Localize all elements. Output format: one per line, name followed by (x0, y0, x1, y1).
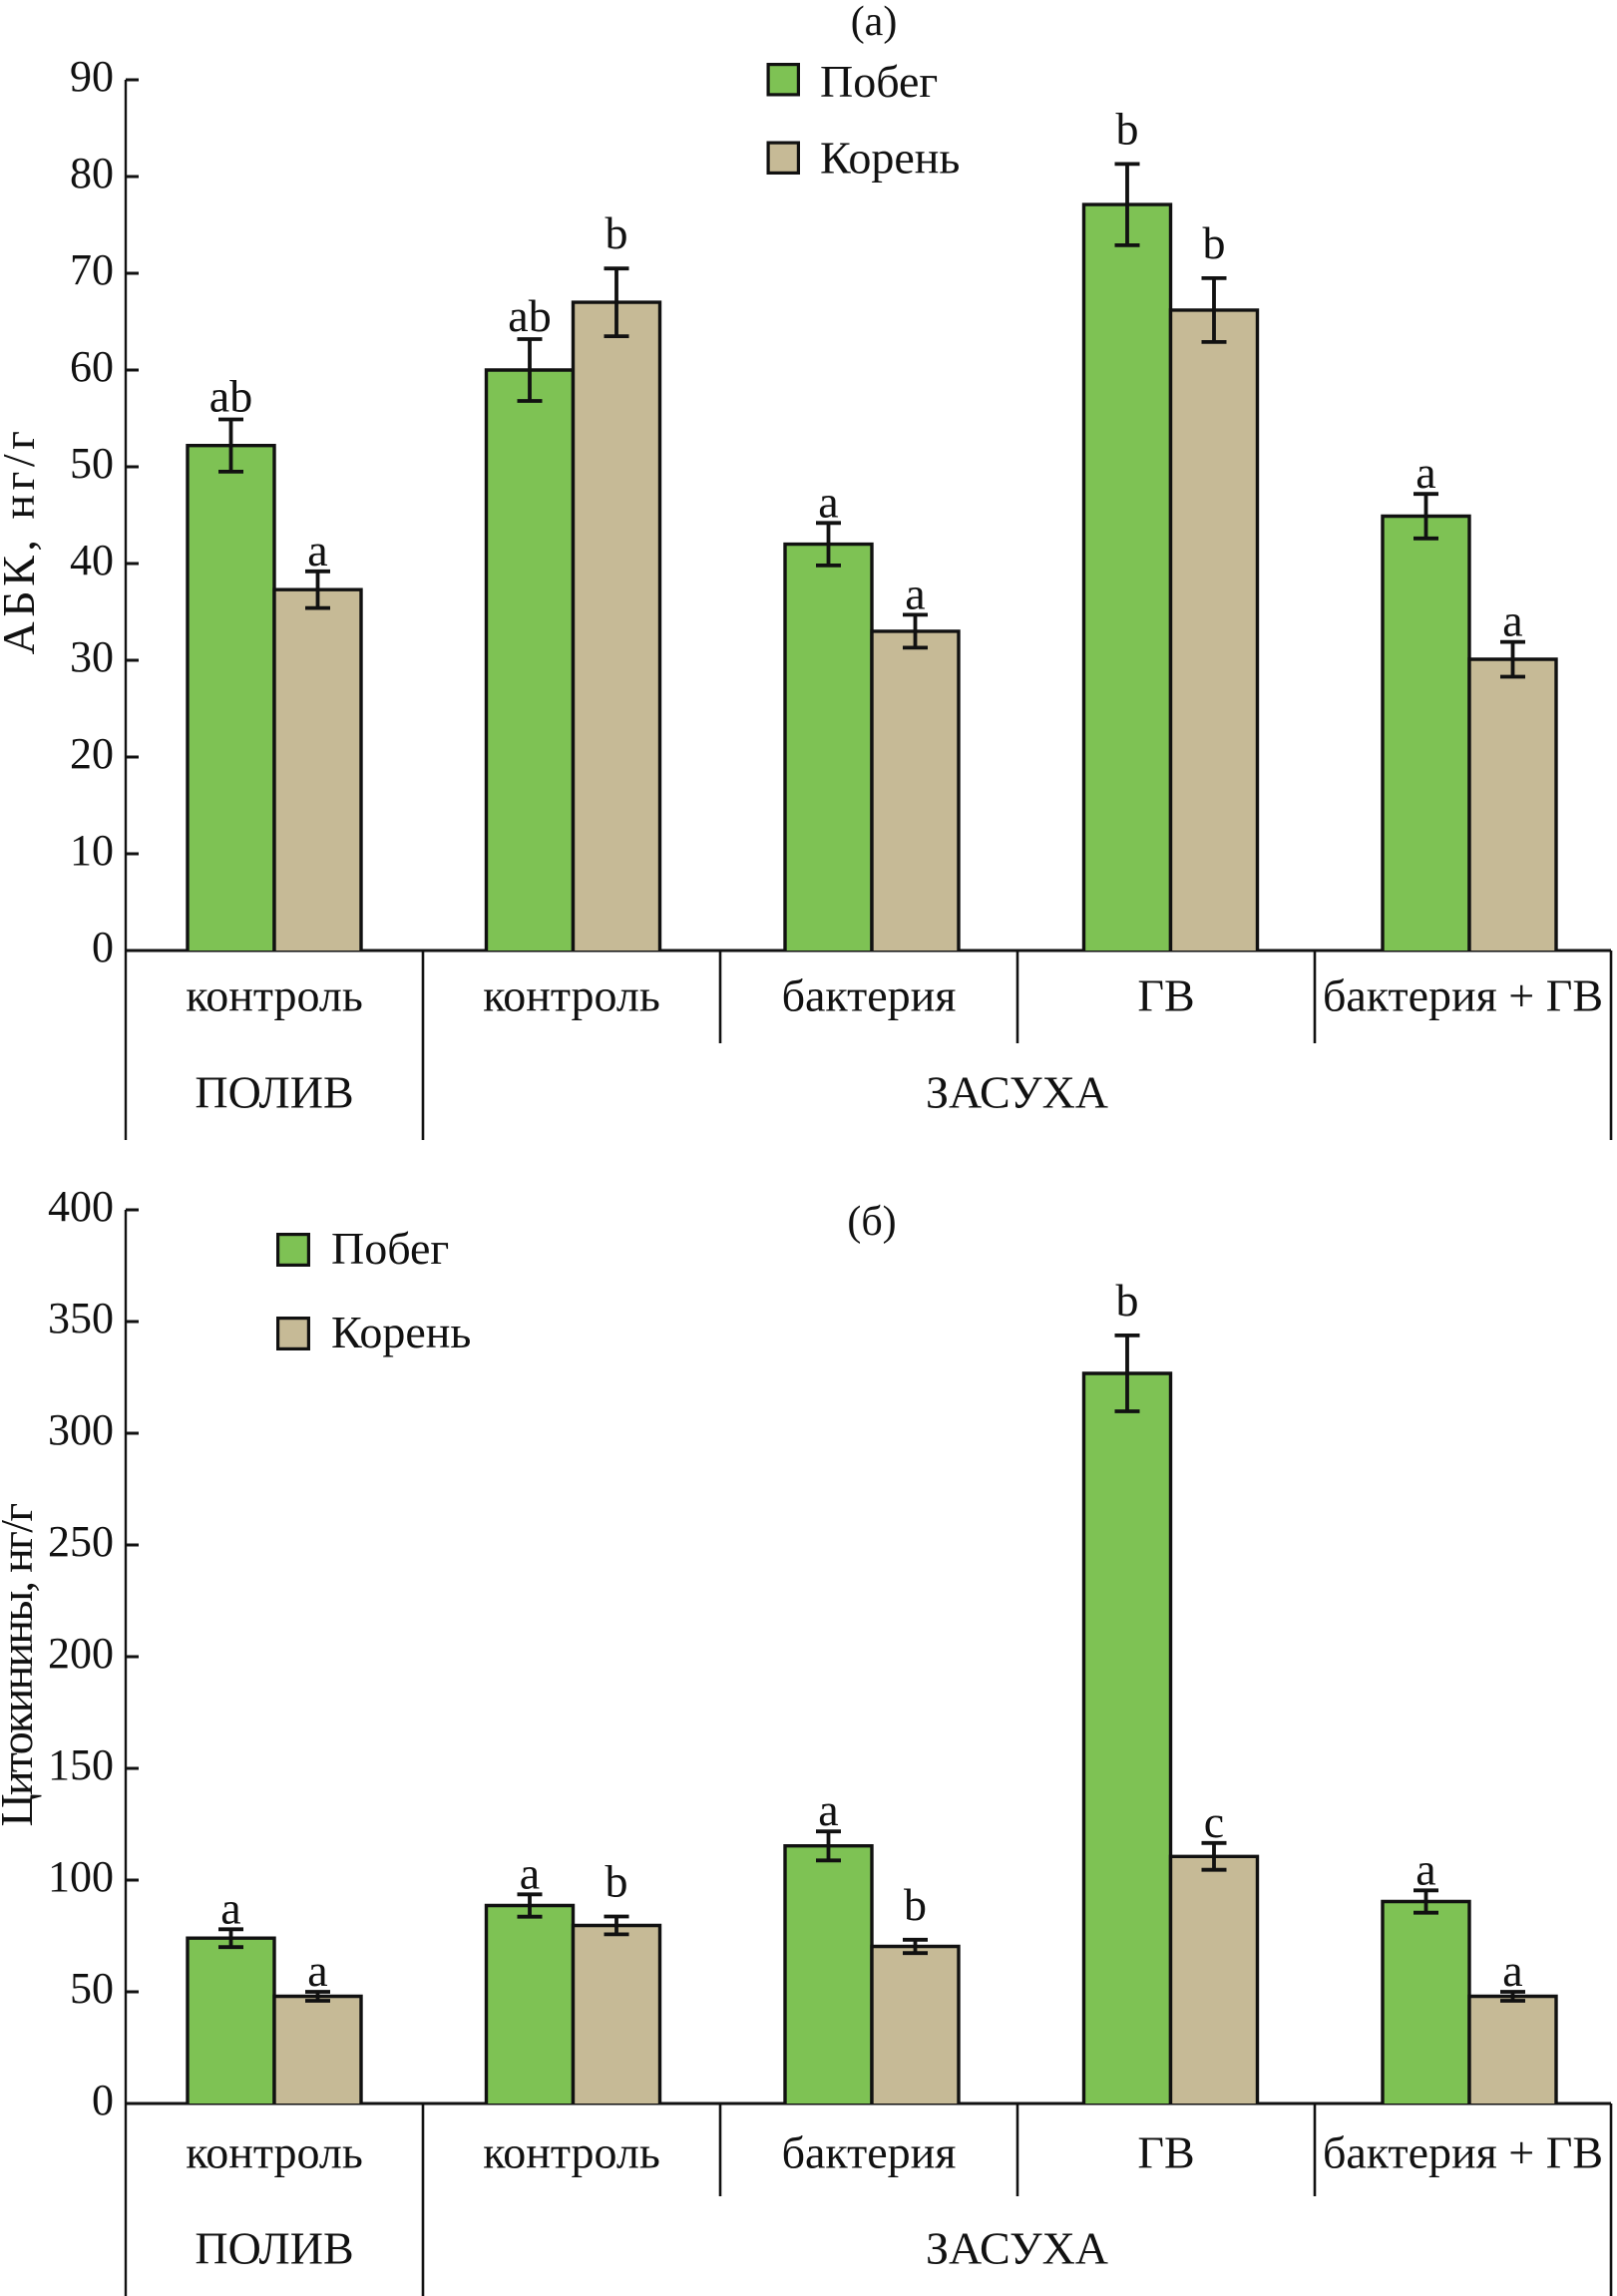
svg-text:Корень: Корень (331, 1307, 471, 1357)
svg-text:a: a (1415, 447, 1435, 498)
svg-text:a: a (818, 476, 838, 527)
svg-text:40: 40 (70, 536, 114, 584)
svg-text:50: 50 (70, 439, 114, 488)
svg-text:70: 70 (70, 245, 114, 294)
svg-text:b: b (1116, 103, 1139, 154)
svg-text:контроль: контроль (483, 2127, 660, 2178)
svg-text:350: 350 (48, 1294, 114, 1342)
svg-text:b: b (1203, 217, 1226, 268)
svg-text:250: 250 (48, 1517, 114, 1566)
svg-text:(б): (б) (847, 1199, 896, 1245)
svg-text:a: a (1415, 1843, 1435, 1894)
svg-text:10: 10 (70, 826, 114, 875)
svg-text:400: 400 (48, 1182, 114, 1231)
svg-text:бактерия: бактерия (782, 970, 957, 1021)
svg-text:300: 300 (48, 1405, 114, 1454)
svg-text:бактерия + ГВ: бактерия + ГВ (1323, 2127, 1603, 2178)
svg-text:Побег: Побег (331, 1223, 449, 1274)
svg-text:150: 150 (48, 1740, 114, 1789)
svg-text:контроль: контроль (483, 970, 660, 1021)
svg-text:контроль: контроль (186, 2127, 363, 2178)
svg-text:0: 0 (92, 2076, 114, 2124)
svg-text:Побег: Побег (820, 56, 938, 107)
svg-text:90: 90 (70, 52, 114, 101)
svg-text:АБК, нг/г: АБК, нг/г (0, 427, 44, 655)
svg-text:a: a (307, 525, 327, 575)
svg-text:a: a (307, 1945, 327, 1996)
svg-text:ПОЛИВ: ПОЛИВ (195, 1067, 353, 1118)
svg-text:b: b (606, 207, 628, 258)
svg-text:бактерия + ГВ: бактерия + ГВ (1323, 970, 1603, 1021)
svg-text:a: a (905, 568, 925, 618)
svg-text:80: 80 (70, 149, 114, 197)
svg-text:50: 50 (70, 1964, 114, 2013)
svg-text:b: b (904, 1879, 927, 1930)
svg-text:30: 30 (70, 632, 114, 681)
svg-text:a: a (520, 1847, 540, 1898)
svg-text:0: 0 (92, 923, 114, 971)
svg-text:ab: ab (209, 371, 252, 422)
svg-text:100: 100 (48, 1852, 114, 1901)
svg-text:контроль: контроль (186, 970, 363, 1021)
svg-text:ЗАСУХА: ЗАСУХА (926, 2223, 1108, 2274)
svg-text:Цитокинины, нг/г: Цитокинины, нг/г (0, 1504, 42, 1827)
svg-text:ГВ: ГВ (1137, 970, 1194, 1021)
svg-text:ГВ: ГВ (1137, 2127, 1194, 2178)
svg-text:бактерия: бактерия (782, 2127, 957, 2178)
svg-text:a: a (818, 1784, 838, 1835)
svg-text:60: 60 (70, 342, 114, 391)
svg-text:200: 200 (48, 1629, 114, 1678)
svg-text:a: a (220, 1882, 240, 1933)
svg-text:(а): (а) (851, 0, 898, 45)
svg-text:Корень: Корень (820, 133, 960, 184)
svg-text:ПОЛИВ: ПОЛИВ (195, 2223, 353, 2274)
svg-text:b: b (1116, 1275, 1139, 1326)
svg-text:20: 20 (70, 729, 114, 778)
svg-text:a: a (1502, 1945, 1522, 1996)
svg-text:ab: ab (508, 290, 551, 341)
svg-text:a: a (1502, 595, 1522, 646)
svg-text:b: b (606, 1856, 628, 1907)
svg-text:c: c (1204, 1796, 1224, 1847)
svg-text:ЗАСУХА: ЗАСУХА (926, 1067, 1108, 1118)
